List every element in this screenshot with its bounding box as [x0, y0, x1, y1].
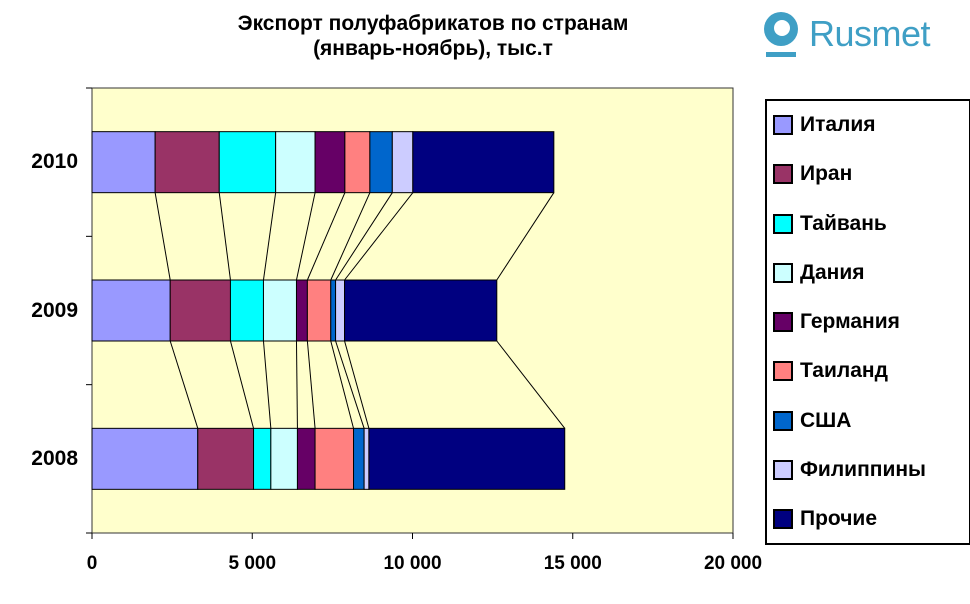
chart-legend: Италия Иран Тайвань Дания Германия Таиланд США… [765, 99, 970, 545]
legend-swatch-philippines [773, 459, 793, 480]
series-connector-line [344, 192, 414, 281]
series-connector-line [335, 340, 365, 429]
y-axis-label-2008: 2008 [31, 446, 78, 470]
legend-item-iran: Иран [773, 162, 965, 186]
bar-segment-2010-taiwan [218, 131, 277, 194]
series-connector-line [330, 192, 371, 281]
rusmet-logo: Rusmet [763, 10, 931, 58]
legend-swatch-thailand [773, 361, 793, 382]
bar-segment-2010-others [412, 131, 555, 194]
legend-item-italy: Италия [773, 113, 965, 137]
legend-label-italy: Италия [800, 113, 876, 136]
rusmet-logo-icon [763, 10, 799, 58]
legend-swatch-iran [773, 164, 793, 185]
bar-segment-2010-iran [154, 131, 220, 194]
series-connector-line [262, 192, 277, 281]
series-connector-line [262, 340, 272, 429]
legend-item-germany: Германия [773, 310, 965, 334]
series-connector-line [306, 192, 346, 281]
bar-segment-2009-germany [295, 279, 308, 342]
x-axis-label-4: 20 000 [703, 553, 763, 574]
bar-segment-2008-italy [91, 427, 199, 490]
y-axis-label-2009: 2009 [31, 298, 78, 322]
legend-swatch-others [773, 509, 793, 529]
x-axis-label-2: 10 000 [383, 553, 442, 574]
bar-segment-2008-denmark [270, 427, 298, 490]
legend-label-taiwan: Тайвань [800, 211, 887, 235]
legend-label-denmark: Дания [800, 260, 865, 284]
chart-title: Экспорт полуфабрикатов по странам (январ… [133, 11, 733, 61]
legend-item-philippines: Филиппины [773, 458, 965, 482]
bar-segment-2010-denmark [275, 131, 316, 194]
legend-label-iran: Иран [800, 162, 853, 186]
bar-segment-2009-taiwan [229, 279, 264, 342]
bar-segment-2009-denmark [262, 279, 297, 342]
x-axis-label-0: 0 [86, 553, 98, 574]
series-connector-line [344, 340, 370, 429]
bar-segment-2009-philippines [335, 279, 346, 342]
bar-segment-2008-taiwan [253, 427, 272, 490]
legend-swatch-denmark [773, 262, 793, 283]
legend-swatch-italy [773, 115, 793, 135]
legend-label-thailand: Таиланд [800, 359, 888, 383]
series-connector-line [295, 192, 316, 281]
legend-swatch-germany [773, 312, 793, 332]
bar-segment-2009-italy [91, 279, 171, 342]
x-axis-label-1: 5 000 [228, 553, 277, 574]
rusmet-logo-text: Rusmet [809, 13, 931, 54]
legend-item-thailand: Таиланд [773, 359, 965, 383]
y-axis-label-2010: 2010 [31, 150, 78, 174]
x-axis-label-3: 15 000 [543, 553, 602, 574]
legend-item-others: Прочие [773, 507, 965, 531]
bar-segment-2010-philippines [391, 131, 414, 194]
bar-segment-2008-usa [353, 427, 365, 490]
legend-item-usa: США [773, 409, 965, 433]
series-connector-line [154, 192, 171, 281]
bar-segment-2009-others [344, 279, 498, 342]
bar-segment-2009-thailand [306, 279, 332, 342]
series-connector-line [335, 192, 393, 281]
legend-label-others: Прочие [800, 507, 878, 530]
bar-segment-2008-philippines [363, 427, 370, 490]
bar-segment-2008-iran [197, 427, 255, 490]
chart-title-line2: (январь-ноябрь), тыс.т [313, 37, 553, 60]
series-connector-line [295, 340, 298, 429]
bar-segment-2008-thailand [314, 427, 355, 490]
bar-segment-2010-italy [91, 131, 156, 194]
legend-item-denmark: Дания [773, 261, 965, 285]
bar-segment-2008-others [368, 427, 566, 490]
series-connector-line [496, 340, 566, 429]
series-connector-line [229, 340, 255, 429]
series-connector-line [218, 192, 231, 281]
bar-segment-2010-thailand [344, 131, 371, 194]
bar-segment-2010-usa [369, 131, 393, 194]
series-connector-line [496, 192, 555, 281]
legend-label-philippines: Филиппины [800, 457, 926, 481]
bar-segment-2009-usa [330, 279, 337, 342]
legend-swatch-usa [773, 410, 793, 431]
bar-segment-2010-germany [314, 131, 346, 194]
series-connector-line [169, 340, 199, 429]
chart-title-line1: Экспорт полуфабрикатов по странам [237, 12, 629, 35]
series-connector-line [306, 340, 316, 429]
legend-swatch-taiwan [773, 213, 793, 234]
legend-label-germany: Германия [800, 310, 900, 333]
bar-segment-2009-iran [169, 279, 231, 342]
chart-plot-area [86, 87, 734, 539]
series-connector-line [330, 340, 355, 429]
bar-segment-2008-germany [296, 427, 316, 490]
legend-item-taiwan: Тайвань [773, 212, 965, 236]
legend-label-usa: США [800, 408, 852, 432]
